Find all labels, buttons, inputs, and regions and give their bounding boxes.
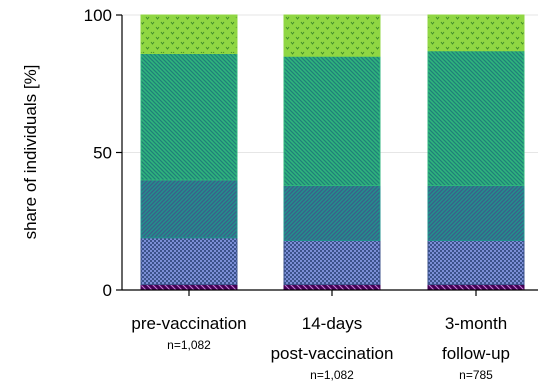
y-tick-label: 100	[84, 6, 112, 25]
sample-size-label: n=785	[459, 368, 493, 382]
sample-size-label: n=1,082	[310, 368, 354, 382]
x-tick-label: follow-up	[442, 344, 510, 363]
axes	[116, 14, 538, 296]
bar-segment	[427, 284, 525, 291]
x-tick-label: pre-vaccination	[131, 314, 246, 333]
x-tick-label: 14-days	[302, 314, 362, 333]
bar-segment	[283, 14, 381, 57]
bar-segment	[427, 240, 525, 285]
bar-segment	[140, 284, 238, 291]
bar-segment	[427, 50, 525, 186]
bar-segment	[140, 14, 238, 54]
bar-segment	[283, 55, 381, 186]
bar-segment	[427, 185, 525, 241]
y-axis-label: share of individuals [%]	[21, 65, 40, 240]
bar-segment	[283, 185, 381, 241]
labels: 0 50 100 pre-vaccination n=1,082 14-days post-…	[84, 6, 510, 382]
bars	[140, 14, 525, 291]
bar-segment	[283, 240, 381, 285]
bar-segment	[283, 284, 381, 291]
bar-segment	[140, 179, 238, 239]
y-tick-label: 50	[93, 144, 112, 163]
x-tick-label: 3-month	[445, 314, 507, 333]
y-tick-label: 0	[103, 281, 112, 300]
sample-size-label: n=1,082	[167, 338, 211, 352]
x-tick-label: post-vaccination	[271, 344, 394, 363]
bar-segment	[140, 237, 238, 285]
bar-segment	[140, 53, 238, 181]
bar-segment	[427, 14, 525, 52]
